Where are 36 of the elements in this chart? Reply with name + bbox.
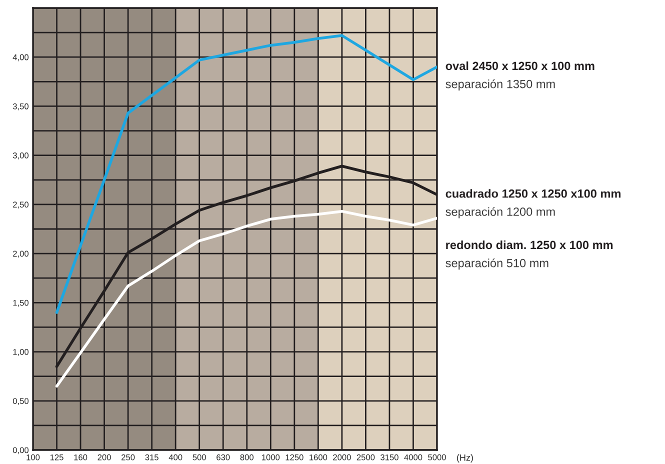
x-tick-label: 4000 <box>404 454 422 460</box>
y-tick-label: 3,00 <box>12 152 29 160</box>
x-tick-label: 5000 <box>428 454 446 460</box>
line-series <box>55 210 437 388</box>
y-tick-label: 0,50 <box>12 398 29 405</box>
y-tick-label: 1,50 <box>13 300 29 307</box>
text: redondo diam. 1250 x 100 mm <box>446 240 613 250</box>
text: separación 1200 mm <box>446 207 555 218</box>
x-tick-label: 500 <box>192 454 206 460</box>
series-label: oval 2450 x 1250 x 100 mm <box>446 61 594 70</box>
line-series <box>55 34 437 314</box>
x-axis-title: (Hz) <box>457 454 473 463</box>
y-tick-label: 3,50 <box>12 103 29 110</box>
x-tick-label: 250 <box>122 454 135 460</box>
x-tick-label: 1250 <box>286 454 304 460</box>
y-tick-label: 0,00 <box>12 447 29 454</box>
x-tick-label: 100 <box>26 454 40 460</box>
x-tick-label: 630 <box>216 454 230 460</box>
x-tick-label: 200 <box>98 454 111 460</box>
text: separación 1350 mm <box>446 79 555 91</box>
y-tick-label: 4,00 <box>12 54 29 62</box>
y-tick-label: 2,50 <box>13 202 29 209</box>
x-tick-label: 315 <box>145 454 158 460</box>
y-tick-label: 2,00 <box>13 250 29 258</box>
series-label: cuadrado 1250 x 1250 x100 mm <box>446 189 620 198</box>
x-tick-label: 3150 <box>380 454 398 460</box>
x-tick-label: 2500 <box>356 454 375 460</box>
x-tick-label: 1600 <box>310 454 328 460</box>
x-tick-label: 160 <box>74 454 88 460</box>
x-tick-label: 2000 <box>333 454 351 460</box>
y-tick-label: 1,00 <box>13 348 29 356</box>
x-tick-label: 800 <box>240 454 254 460</box>
text: separación 510 mm <box>446 258 548 270</box>
x-tick-label: 1000 <box>262 454 280 460</box>
x-tick-label: 125 <box>50 454 64 460</box>
x-tick-label: 400 <box>168 454 182 460</box>
